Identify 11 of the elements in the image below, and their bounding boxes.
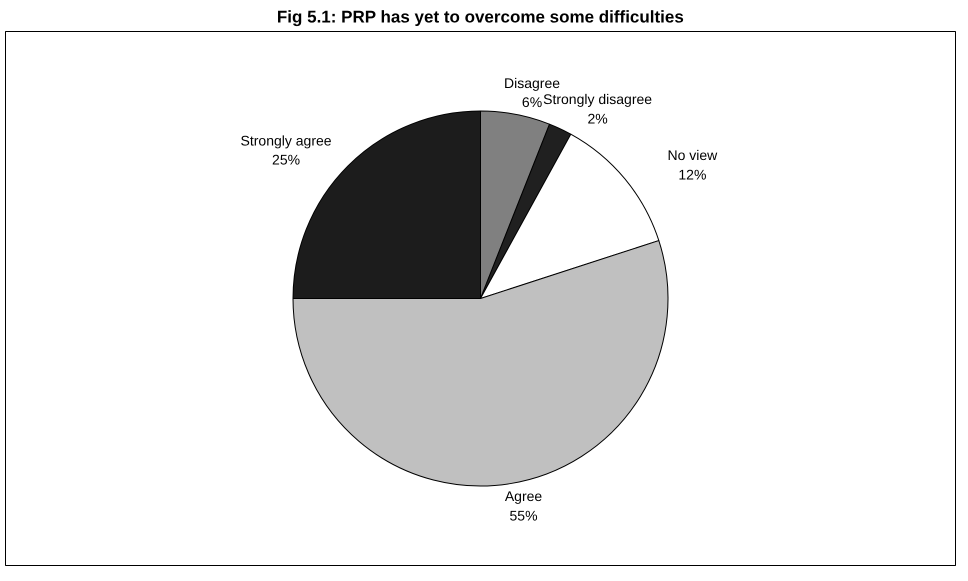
data-label: 25%	[272, 152, 300, 168]
data-label: 6%	[522, 94, 542, 110]
slice-label: Strongly disagree	[543, 91, 652, 108]
slice-label: Disagree	[504, 74, 560, 91]
chart-title: Fig 5.1: PRP has yet to overcome some difficulties	[276, 8, 684, 26]
slice-label: Strongly agree	[240, 132, 332, 149]
data-label: 12%	[678, 166, 706, 182]
data-label: 2%	[587, 110, 608, 126]
slice-label: No view	[667, 147, 718, 164]
data-label: 55%	[510, 507, 538, 524]
slice-label: Agree	[504, 488, 542, 504]
